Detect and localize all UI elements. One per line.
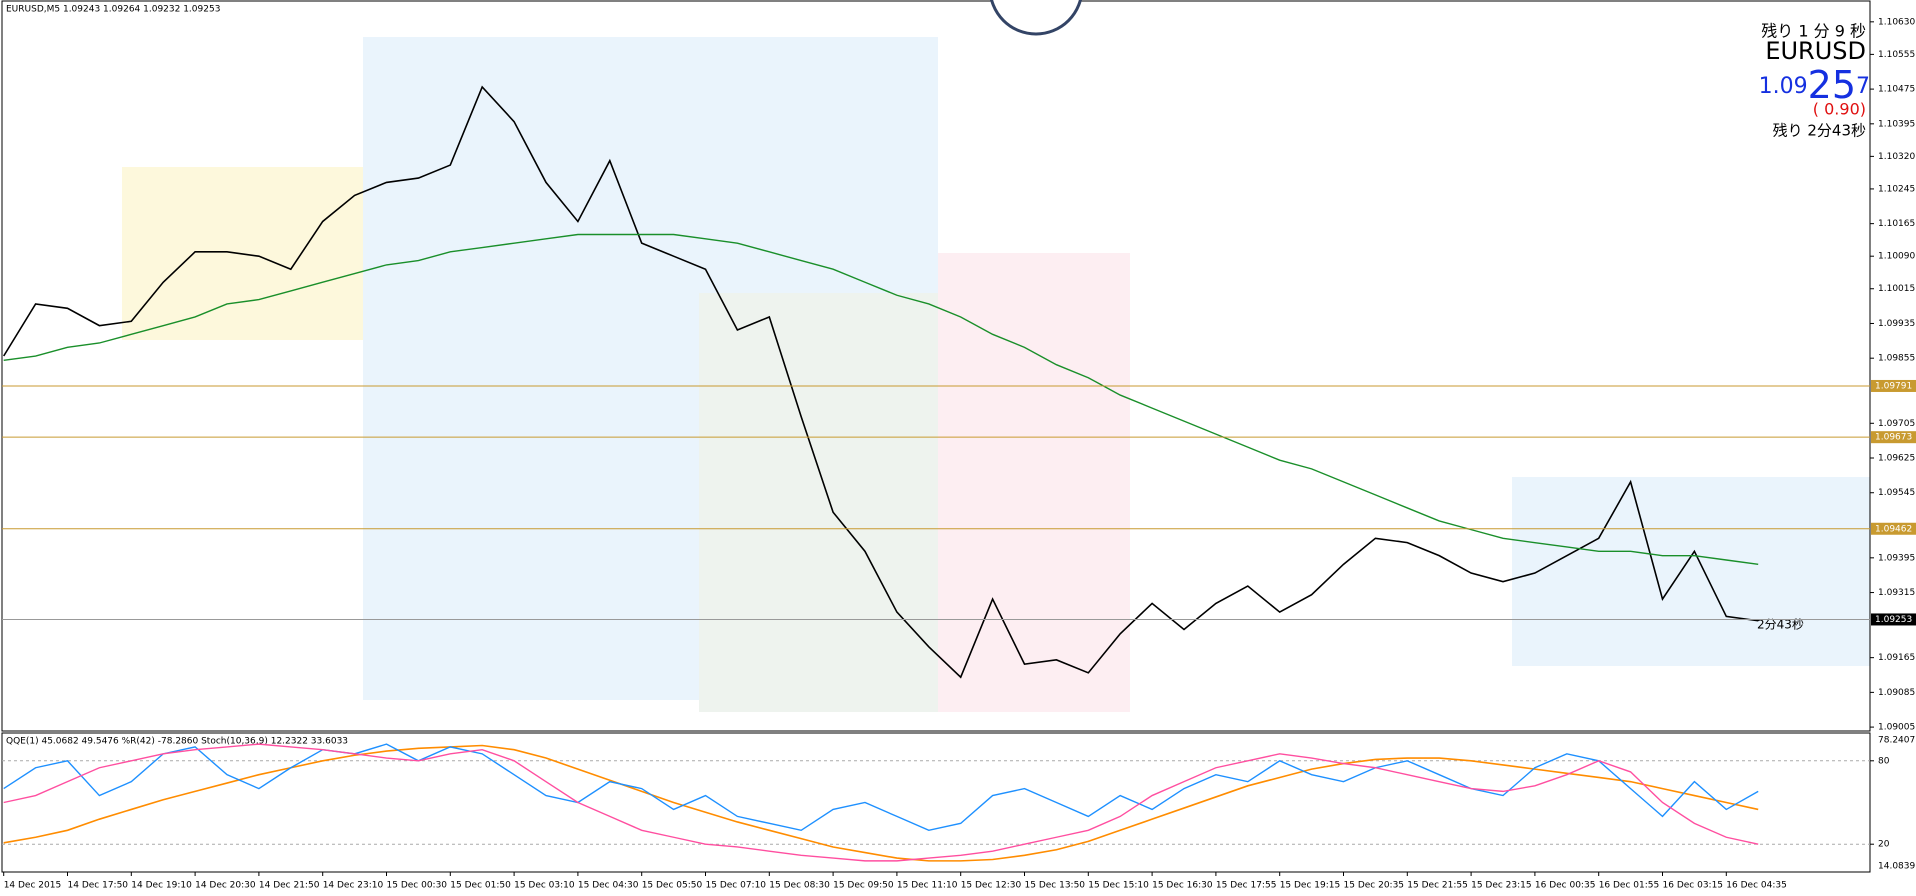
x-tick-label: 15 Dec 13:50 (1025, 881, 1086, 891)
x-tick-label: 14 Dec 21:50 (259, 881, 320, 891)
y-tick-label: 1.09625 (1878, 454, 1915, 464)
indicator-title: QQE(1) 45.0682 49.5476 %R(42) -78.2860 S… (6, 737, 348, 747)
x-tick-label: 14 Dec 20:30 (195, 881, 256, 891)
y-tick-label: 1.09315 (1878, 588, 1915, 598)
x-tick-label: 15 Dec 23:15 (1471, 881, 1532, 891)
level-label-bg (1871, 431, 1916, 444)
x-tick-label: 14 Dec 17:50 (68, 881, 129, 891)
y-tick-label: 1.09855 (1878, 354, 1915, 364)
x-tick-label: 15 Dec 15:10 (1088, 881, 1149, 891)
change: ( 0.90) (1813, 100, 1866, 119)
x-tick-label: 15 Dec 20:35 (1344, 881, 1405, 891)
x-tick-label: 15 Dec 03:10 (514, 881, 575, 891)
x-tick-label: 15 Dec 04:30 (578, 881, 639, 891)
timer: 2分43秒 (1757, 618, 1804, 632)
level-label-bg (1871, 379, 1916, 392)
chart-header: EURUSD,M5 1.09243 1.09264 1.09232 1.0925… (6, 5, 220, 15)
session-box (1512, 477, 1870, 666)
y-tick-label: 1.09005 (1878, 723, 1915, 733)
y-tick-label: 1.09935 (1878, 319, 1915, 329)
x-tick-label: 16 Dec 04:35 (1726, 881, 1787, 891)
y-tick-label: 1.10320 (1878, 152, 1915, 162)
series-line (3, 744, 1759, 862)
timer: 残り 1 分 9 秒 (1761, 22, 1866, 41)
current-price-bg (1871, 613, 1916, 626)
x-tick-label: 15 Dec 11:10 (897, 881, 958, 891)
level-label: 1.09791 (1875, 381, 1912, 391)
y-tick-label: 1.09165 (1878, 653, 1915, 663)
x-tick-label: 16 Dec 03:15 (1663, 881, 1724, 891)
level-label: 1.09673 (1875, 433, 1912, 443)
current-price-label: 1.09253 (1875, 615, 1912, 625)
x-tick-label: 15 Dec 01:50 (450, 881, 511, 891)
y-tick-label: 1.09085 (1878, 688, 1915, 698)
y-tick-label: 80 (1878, 756, 1890, 766)
main-panel (1, 0, 1871, 732)
x-tick-label: 16 Dec 01:55 (1599, 881, 1660, 891)
x-tick-label: 15 Dec 07:10 (706, 881, 767, 891)
price-part: 7 (1856, 74, 1870, 99)
x-tick-label: 15 Dec 17:55 (1216, 881, 1277, 891)
x-tick-label: 15 Dec 00:30 (387, 881, 448, 891)
y-tick-label: 1.10015 (1878, 284, 1915, 294)
y-tick-label: 1.09545 (1878, 488, 1915, 498)
y-tick-label: 1.10475 (1878, 85, 1915, 95)
x-tick-label: 14 Dec 2015 (4, 881, 62, 891)
session-box (938, 253, 1130, 712)
price-part: 1.09 (1759, 74, 1808, 99)
y-tick-label: 1.10395 (1878, 119, 1915, 129)
y-tick-label: 1.10555 (1878, 50, 1915, 60)
x-tick-label: 15 Dec 05:50 (642, 881, 703, 891)
x-tick-label: 14 Dec 19:10 (131, 881, 192, 891)
level-label: 1.09462 (1875, 524, 1912, 534)
series-line (3, 233, 1759, 566)
level-label-bg (1871, 522, 1916, 535)
y-tick-label: 1.10245 (1878, 184, 1915, 194)
series-line (3, 743, 1759, 862)
price-part: 25 (1808, 63, 1856, 107)
scale-max: 78.2407 (1878, 736, 1915, 746)
x-tick-label: 15 Dec 19:15 (1280, 881, 1341, 891)
x-tick-label: 15 Dec 12:30 (961, 881, 1022, 891)
price-big: 1.09257 (1759, 63, 1870, 107)
y-tick-label: 1.09705 (1878, 419, 1915, 429)
y-tick-label: 1.10165 (1878, 219, 1915, 229)
x-tick-label: 15 Dec 09:50 (833, 881, 894, 891)
x-tick-label: 15 Dec 21:55 (1407, 881, 1468, 891)
session-box (699, 293, 938, 712)
series-line (3, 743, 1759, 832)
session-box (122, 167, 409, 340)
y-tick-label: 1.10630 (1878, 17, 1915, 27)
symbol: EURUSD (1765, 37, 1866, 65)
x-tick-label: 15 Dec 16:30 (1152, 881, 1213, 891)
x-tick-label: 16 Dec 00:35 (1535, 881, 1596, 891)
timer: 残り 2分43秒 (1773, 122, 1866, 140)
x-tick-label: 14 Dec 23:10 (323, 881, 384, 891)
indicator-panel (1, 732, 1871, 873)
x-tick-label: 15 Dec 08:30 (769, 881, 830, 891)
series-line (3, 85, 1759, 679)
y-tick-label: 1.09395 (1878, 553, 1915, 563)
y-tick-label: 20 (1878, 840, 1890, 850)
clock-icon (990, 0, 1082, 36)
scale-min: 14.0839 (1878, 862, 1915, 872)
y-tick-label: 1.10090 (1878, 252, 1915, 262)
